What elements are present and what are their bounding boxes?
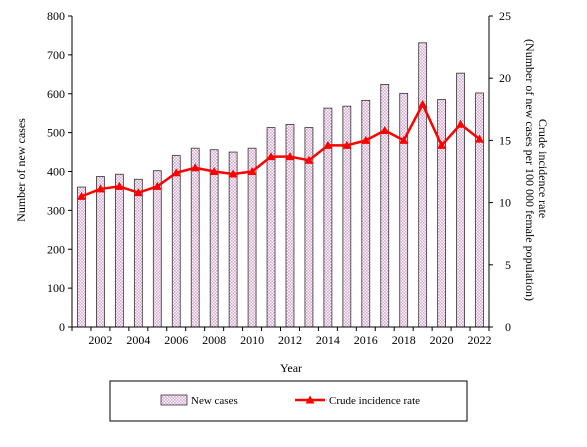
bar — [152, 170, 162, 328]
legend-label-crude-incidence-rate: Crude incidence rate — [329, 395, 420, 407]
x-tick-label: 2020 — [430, 333, 454, 347]
rate-marker — [209, 167, 219, 175]
bar — [171, 155, 181, 328]
x-tick-label: 2010 — [240, 333, 264, 347]
y-axis-right-label: Crude incidence rate (Number of new case… — [523, 39, 550, 301]
rate-marker — [437, 140, 447, 149]
x-tick-label: 2002 — [88, 333, 112, 347]
x-tick-label: 2018 — [392, 333, 416, 347]
rate-marker — [95, 184, 105, 193]
y-tick-label-left: 600 — [47, 87, 65, 101]
legend-frame — [109, 380, 468, 422]
legend-label-new-cases: New cases — [191, 395, 238, 407]
axes-layer: 0 100 200 300 400 500 600 700 800 0 5 10 15 20 25 2002 2… — [47, 9, 511, 347]
y-tick-label-left: 400 — [47, 165, 65, 179]
x-tick-label: 2012 — [278, 333, 302, 347]
rate-marker — [399, 135, 409, 144]
legend-swatch-marker — [305, 395, 315, 404]
rate-marker — [361, 135, 371, 144]
rate-marker — [133, 188, 143, 197]
rate-marker — [76, 191, 86, 200]
y-tick-label-left: 0 — [59, 320, 65, 334]
y-tick-label-right: 25 — [499, 9, 511, 23]
bar — [115, 173, 124, 328]
rate-marker — [418, 99, 428, 108]
rate-marker — [114, 181, 124, 190]
bar — [342, 105, 352, 328]
y-axis-right-label-line-2: (Number of new cases per 100 000 female … — [523, 39, 537, 301]
y-tick-label-left: 800 — [47, 9, 65, 23]
x-tick-label: 2014 — [316, 333, 340, 347]
rate-marker — [323, 140, 333, 149]
bar — [209, 149, 219, 328]
y-tick-label-left: 200 — [47, 242, 65, 256]
rate-marker — [380, 125, 390, 134]
rate-marker — [285, 152, 295, 161]
rate-marker — [342, 140, 352, 149]
y-tick-label-right: 5 — [505, 258, 511, 272]
x-tick-label: 2008 — [202, 333, 226, 347]
y-tick-label-right: 0 — [505, 320, 511, 334]
y-tick-label-right: 20 — [499, 71, 511, 85]
rate-marker — [266, 152, 276, 161]
x-tick-label: 2004 — [126, 333, 150, 347]
y-tick-label-right: 15 — [499, 133, 511, 147]
y-tick-label-left: 300 — [47, 203, 65, 217]
x-tick-label: 2006 — [164, 333, 188, 347]
bar — [228, 151, 238, 328]
x-tick-label: 2022 — [468, 333, 492, 347]
bar — [77, 186, 86, 328]
y-axis-right-label-line-1: Crude incidence rate — [536, 119, 550, 218]
rate-marker — [171, 168, 181, 177]
legend: New cases Crude incidence rate — [109, 380, 468, 422]
rate-marker — [228, 169, 238, 178]
rate-marker — [304, 155, 314, 164]
y-axis-label: Number of new cases — [14, 118, 28, 222]
bar — [361, 99, 371, 328]
bars-layer — [77, 42, 484, 328]
y-tick-label-left: 500 — [47, 126, 65, 140]
y-tick-label-left: 100 — [47, 281, 65, 295]
bar — [247, 147, 257, 328]
x-tick-label: 2016 — [354, 333, 378, 347]
bar — [133, 178, 143, 328]
labels-layer: Year Number of new cases Crude incidence… — [14, 39, 550, 375]
y-tick-label-left: 700 — [47, 48, 65, 62]
rate-line — [81, 101, 481, 198]
bar — [418, 42, 428, 328]
rate-marker — [456, 119, 466, 128]
line-layer — [76, 99, 485, 200]
bar — [96, 176, 105, 328]
bar — [456, 72, 465, 328]
rate-marker — [475, 134, 485, 143]
bar — [475, 92, 484, 328]
bar — [399, 92, 409, 328]
rate-marker — [190, 163, 200, 172]
legend-swatch-new-cases — [160, 394, 188, 406]
rate-marker — [152, 181, 162, 190]
rate-marker — [247, 167, 257, 175]
bar — [380, 84, 390, 328]
bar — [437, 99, 446, 328]
x-axis-label: Year — [280, 361, 302, 375]
bar — [190, 147, 200, 328]
y-tick-label-right: 10 — [499, 196, 511, 210]
